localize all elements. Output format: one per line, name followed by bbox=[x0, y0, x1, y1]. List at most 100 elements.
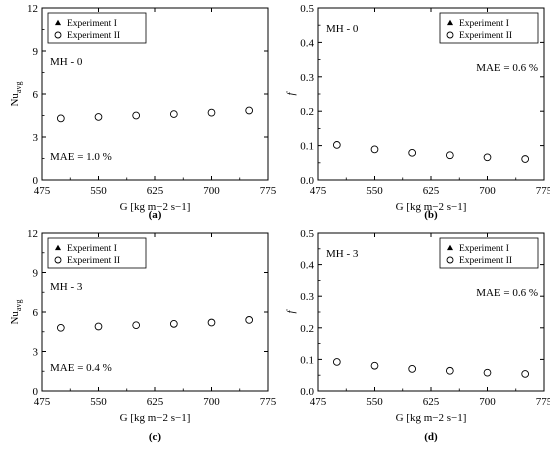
legend-marker-experiment-ii bbox=[446, 31, 454, 39]
x-tick-label: 625 bbox=[147, 185, 164, 197]
data-point-experiment-ii bbox=[94, 113, 103, 121]
legend-label: Experiment I bbox=[67, 19, 117, 29]
x-tick-label: 700 bbox=[479, 185, 496, 197]
y-axis-label: Nuavg bbox=[9, 299, 23, 324]
data-point-experiment-ii bbox=[483, 368, 492, 377]
y-tick-label: 0 bbox=[33, 175, 39, 187]
case-label: MH - 0 bbox=[326, 23, 359, 35]
x-tick-label: 550 bbox=[90, 185, 107, 197]
legend-box bbox=[439, 12, 539, 44]
data-point-experiment-ii bbox=[56, 323, 65, 332]
data-point-experiment-ii bbox=[94, 322, 103, 331]
legend-box bbox=[47, 237, 147, 269]
y-tick-label: 0.1 bbox=[300, 354, 314, 366]
legend-marker-experiment-i bbox=[54, 19, 62, 26]
y-tick-label: 0.4 bbox=[300, 37, 314, 49]
x-tick-label: 550 bbox=[366, 396, 383, 408]
x-axis-label: G [kg m−2 s−1] bbox=[120, 201, 191, 213]
y-tick-label: 0.4 bbox=[300, 260, 314, 272]
y-axis-label-subscript: avg bbox=[14, 81, 23, 93]
data-point-experiment-ii bbox=[207, 108, 216, 117]
data-point-experiment-ii bbox=[445, 151, 454, 160]
x-axis-label: G [kg m−2 s−1] bbox=[396, 412, 467, 424]
panel-label: (b) bbox=[424, 209, 438, 221]
legend-marker-experiment-ii bbox=[446, 256, 454, 264]
y-tick-label: 0.0 bbox=[300, 175, 314, 187]
legend-label: Experiment I bbox=[459, 19, 509, 29]
data-point-experiment-ii bbox=[245, 106, 254, 115]
y-tick-label: 0.2 bbox=[300, 106, 314, 118]
data-point-experiment-ii bbox=[408, 148, 417, 157]
legend-label: Experiment II bbox=[459, 256, 512, 266]
data-point-experiment-ii bbox=[132, 321, 141, 330]
legend-label: Experiment II bbox=[459, 31, 512, 41]
mae-annotation: MAE = 0.6 % bbox=[476, 287, 538, 299]
panel-label: (a) bbox=[149, 209, 162, 221]
y-tick-label: 0 bbox=[33, 386, 39, 398]
y-tick-label: 3 bbox=[33, 347, 39, 359]
y-tick-label: 0.5 bbox=[300, 3, 314, 15]
y-tick-label: 9 bbox=[33, 46, 39, 58]
x-tick-label: 475 bbox=[34, 396, 51, 408]
case-label: MH - 0 bbox=[50, 56, 83, 68]
mae-annotation: MAE = 0.4 % bbox=[50, 362, 112, 374]
legend-marker-experiment-ii bbox=[54, 256, 62, 264]
x-tick-label: 475 bbox=[34, 185, 51, 197]
data-point-experiment-ii bbox=[56, 114, 65, 123]
panel-label: (c) bbox=[149, 431, 162, 443]
legend-marker-experiment-i bbox=[446, 19, 454, 26]
legend-label: Experiment I bbox=[459, 244, 509, 254]
data-point-experiment-ii bbox=[169, 320, 178, 328]
legend-marker-experiment-ii bbox=[54, 31, 62, 39]
panel-label: (d) bbox=[424, 431, 438, 443]
x-tick-label: 700 bbox=[479, 396, 496, 408]
y-tick-label: 0.0 bbox=[300, 386, 314, 398]
legend-box bbox=[47, 12, 147, 44]
y-tick-label: 12 bbox=[27, 3, 38, 15]
mae-annotation: MAE = 1.0 % bbox=[50, 151, 112, 163]
y-tick-label: 0.2 bbox=[300, 323, 314, 335]
x-tick-label: 775 bbox=[536, 396, 550, 408]
y-tick-label: 6 bbox=[33, 89, 39, 101]
x-tick-label: 700 bbox=[203, 185, 220, 197]
mae-annotation: MAE = 0.6 % bbox=[476, 62, 538, 74]
data-point-experiment-ii bbox=[207, 318, 216, 327]
y-tick-label: 0.3 bbox=[300, 72, 314, 84]
case-label: MH - 3 bbox=[326, 248, 359, 260]
data-point-experiment-ii bbox=[332, 358, 341, 366]
legend-box bbox=[439, 237, 539, 269]
x-tick-label: 775 bbox=[260, 396, 277, 408]
y-tick-label: 0.5 bbox=[300, 228, 314, 240]
data-point-experiment-ii bbox=[169, 110, 178, 118]
data-point-experiment-ii bbox=[408, 365, 417, 373]
y-tick-label: 3 bbox=[33, 132, 39, 144]
legend-label: Experiment II bbox=[67, 256, 120, 266]
data-point-experiment-ii bbox=[245, 316, 254, 324]
x-tick-label: 625 bbox=[147, 396, 164, 408]
x-tick-label: 550 bbox=[366, 185, 383, 197]
legend-label: Experiment II bbox=[67, 31, 120, 41]
x-tick-label: 550 bbox=[90, 396, 107, 408]
legend-marker-experiment-i bbox=[446, 244, 454, 251]
x-tick-label: 625 bbox=[423, 396, 440, 408]
x-tick-label: 775 bbox=[536, 185, 550, 197]
data-point-experiment-ii bbox=[521, 155, 530, 163]
x-tick-label: 625 bbox=[423, 185, 440, 197]
data-point-experiment-ii bbox=[370, 145, 379, 154]
data-point-experiment-ii bbox=[332, 141, 341, 149]
x-tick-label: 775 bbox=[260, 185, 277, 197]
chart-panel: 475 550 625 700 775 0.0 0.1 0.2 0.3 0.4 0.5 G [kg m… bbox=[285, 3, 550, 221]
y-axis-label-main: Nu bbox=[9, 311, 21, 325]
data-point-experiment-ii bbox=[521, 370, 530, 378]
data-point-experiment-ii bbox=[445, 366, 454, 375]
data-point-experiment-ii bbox=[132, 111, 141, 120]
chart-panel: 475 550 625 700 775 0 3 6 9 12 G [kg m−2 s−1] Nuavg… bbox=[9, 228, 277, 443]
y-tick-label: 9 bbox=[33, 268, 39, 280]
legend-marker-experiment-i bbox=[54, 244, 62, 251]
x-axis-label: G [kg m−2 s−1] bbox=[396, 201, 467, 213]
legend-label: Experiment I bbox=[67, 244, 117, 254]
y-axis-label: Nuavg bbox=[9, 81, 23, 106]
x-tick-label: 475 bbox=[310, 396, 327, 408]
case-label: MH - 3 bbox=[50, 281, 83, 293]
